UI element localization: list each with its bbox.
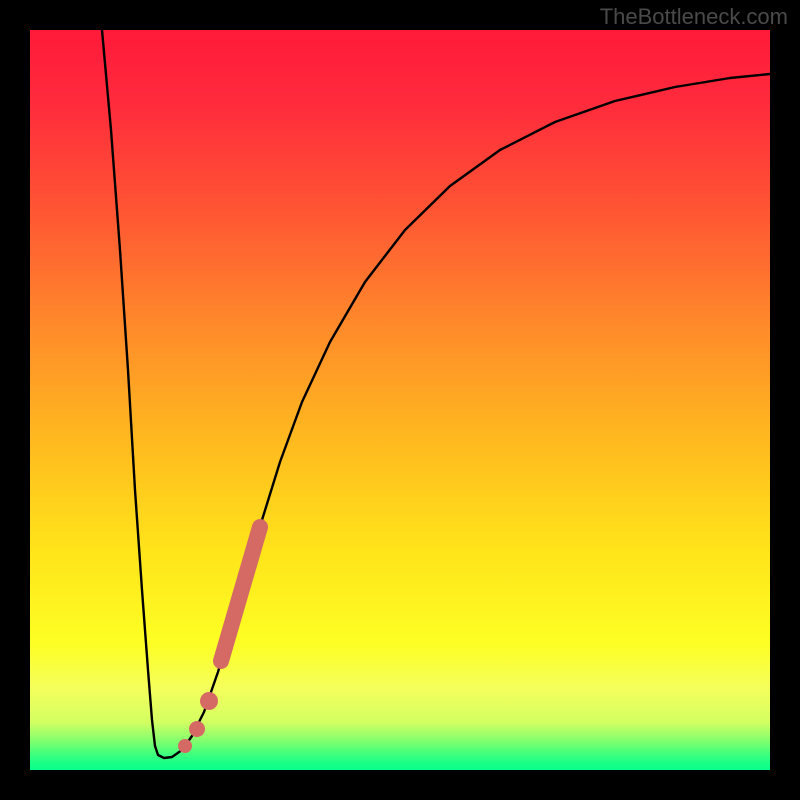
data-marker [178,739,192,753]
chart-frame [30,30,770,770]
watermark-text: TheBottleneck.com [600,4,788,30]
data-marker [189,721,205,737]
curve-layer [30,30,770,770]
data-marker [200,692,218,710]
highlight-segment [221,527,260,661]
bottleneck-curve [102,30,770,758]
